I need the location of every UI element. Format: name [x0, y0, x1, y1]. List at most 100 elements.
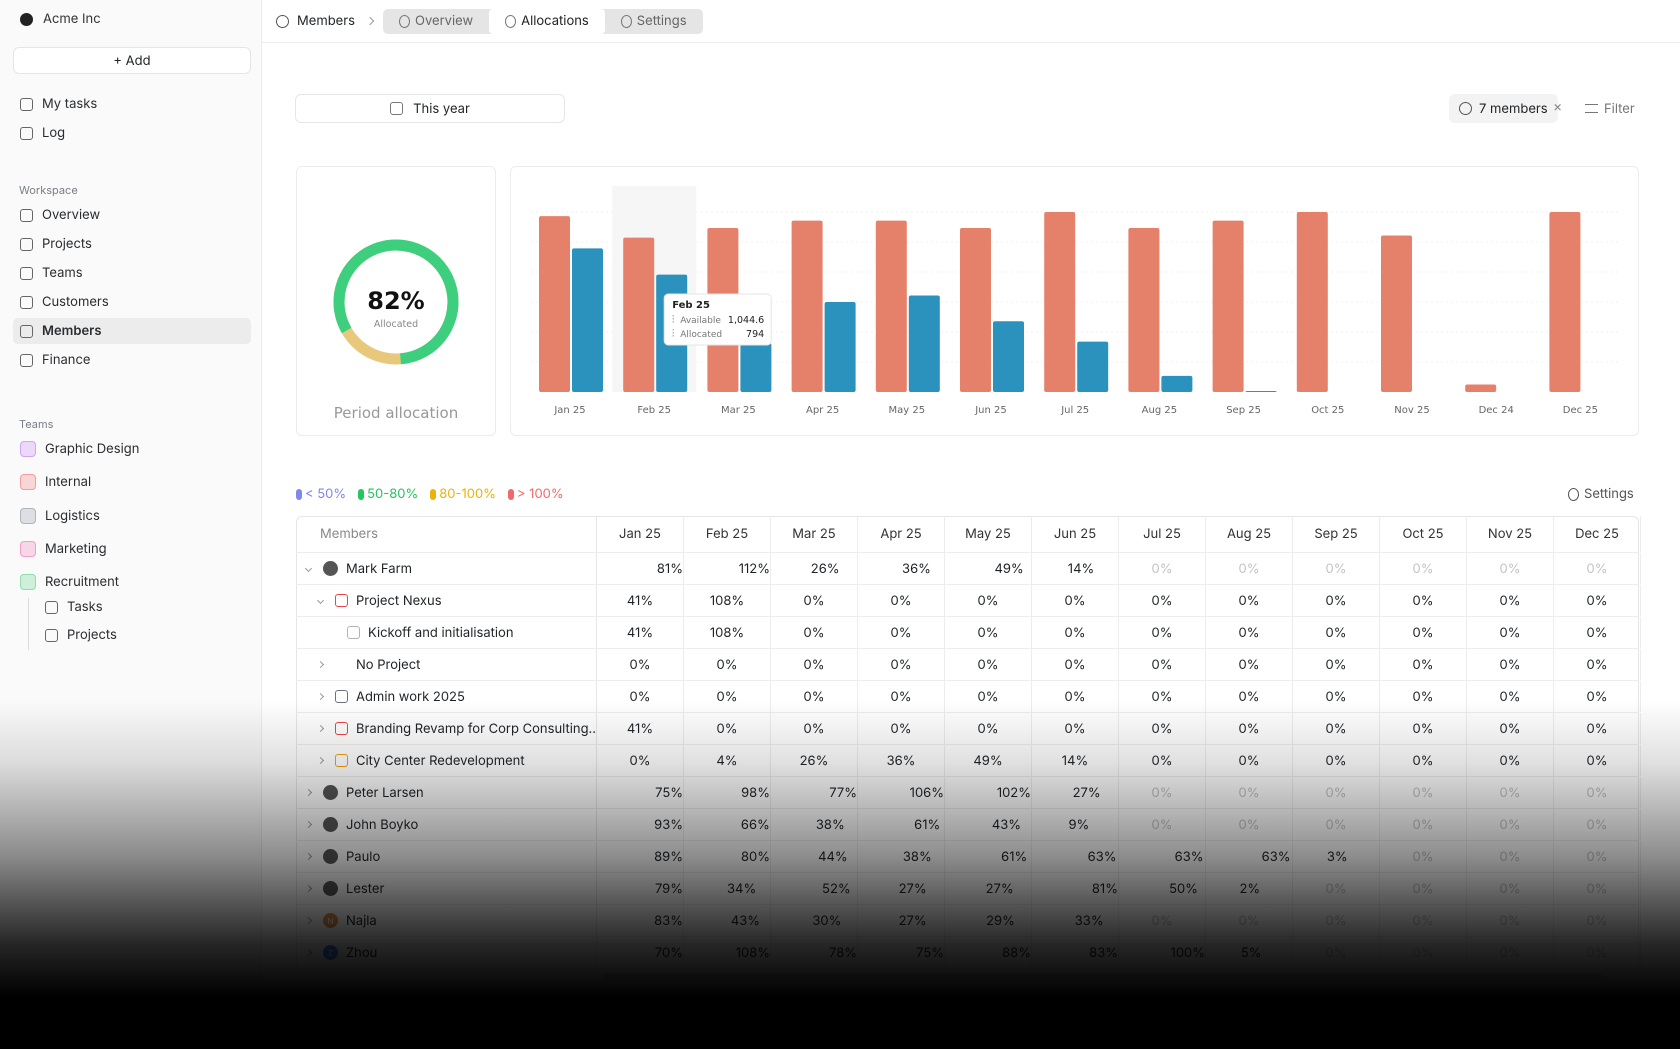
nav-item[interactable]: My tasks: [20, 91, 97, 117]
table-row[interactable]: City Center Redevelopment 0% 4% 26% 36% 49% 14…: [296, 745, 1641, 777]
x-tick-label: Sep 25: [1226, 405, 1261, 416]
cell-value: 0%: [1586, 720, 1608, 737]
cell-value: 0%: [1325, 688, 1347, 705]
cell-value: 0%: [1499, 592, 1521, 609]
team-item[interactable]: Internal: [20, 469, 91, 495]
avatar: Z: [323, 945, 338, 960]
tooltip-name: Allocated: [680, 330, 722, 340]
cell-value: 41%: [626, 624, 654, 641]
table-row[interactable]: Project Nexus 41% 108% 0% 0% 0% 0% 0% 0% 0% 0% 0% 0%: [296, 585, 1641, 617]
bar: [1128, 227, 1160, 392]
cell-value: 0%: [1064, 656, 1086, 673]
chevron: [304, 820, 313, 829]
team-item[interactable]: Marketing: [20, 536, 107, 562]
team-item[interactable]: Recruitment: [20, 569, 119, 595]
cell: 49%: [945, 553, 1032, 584]
cell-value: 0%: [1412, 720, 1434, 737]
table-row[interactable]: Admin work 2025 0% 0% 0% 0% 0% 0% 0% 0% 0% 0% 0% 0%: [296, 681, 1641, 713]
cell-value: 5%: [1240, 944, 1262, 961]
cell: 78%: [771, 937, 858, 968]
cell: 83%: [1032, 937, 1119, 968]
cell-value: 0%: [1412, 912, 1434, 929]
chevron: [316, 692, 325, 701]
nav-item[interactable]: Members: [13, 318, 251, 344]
cell: 0%: [945, 649, 1032, 680]
icon: [20, 126, 33, 140]
tab[interactable]: Settings: [605, 9, 703, 34]
filter-button[interactable]: Filter: [1585, 94, 1635, 123]
cell-value: 0%: [1151, 816, 1173, 833]
row-name: Paulo: [346, 848, 381, 865]
tab[interactable]: Overview: [383, 9, 489, 34]
cell: 0%: [1467, 809, 1554, 840]
members-chip[interactable]: 7 members: [1449, 94, 1558, 123]
cell: 52%: [771, 873, 858, 904]
row-name: Zhou: [346, 944, 378, 961]
cell-value: 27%: [898, 880, 927, 897]
settings-button[interactable]: Settings: [1568, 485, 1634, 503]
icon: [20, 295, 33, 309]
cell-value: 0%: [1151, 912, 1173, 929]
table-row[interactable]: John Boyko 93% 66% 38% 61% 43% 9% 0% 0% 0% 0% 0% 0%: [296, 809, 1641, 841]
cell: 0%: [1554, 585, 1641, 616]
cell: 0%: [1293, 937, 1380, 968]
cell: 0%: [1293, 553, 1380, 584]
cell: 0%: [1380, 809, 1467, 840]
cell: 0%: [1467, 617, 1554, 648]
table-row[interactable]: Mark Farm 81% 112% 26% 36% 49% 14% 0% 0% 0% 0% 0% 0%: [296, 553, 1641, 585]
members-label: 7 members: [1479, 100, 1548, 117]
nav-item[interactable]: Teams: [20, 260, 83, 286]
team-item[interactable]: Logistics: [20, 503, 100, 529]
bar: [1549, 212, 1581, 392]
cell-value: 0%: [1412, 880, 1434, 897]
clear-button[interactable]: ×: [1553, 98, 1563, 115]
table-row[interactable]: Paulo 89% 80% 44% 38% 61% 63% 63% 63% 3% 0% 0% 0%: [296, 841, 1641, 873]
header-cell: Jun 25: [1032, 516, 1119, 552]
x-tick-label: Jan 25: [553, 405, 585, 416]
cell: 27%: [945, 873, 1032, 904]
name-cell: Lester: [296, 873, 597, 904]
table-row[interactable]: Peter Larsen 75% 98% 77% 106% 102% 27% 0% 0% 0% 0%…: [296, 777, 1641, 809]
cell-value: 0%: [1499, 848, 1521, 865]
cell-value: 0%: [1412, 688, 1434, 705]
cell: 38%: [771, 809, 858, 840]
table-row[interactable]: Z Zhou 70% 108% 78% 75% 88% 83% 100% 5% 0% 0% 0% 0%: [296, 937, 1641, 969]
cell: 0%: [1380, 617, 1467, 648]
cell: 0%: [1554, 809, 1641, 840]
nav-item[interactable]: Overview: [20, 202, 100, 228]
sidebar: Acme Inc + Add My tasks Log Workspace Overvie…: [0, 0, 262, 1049]
add-button[interactable]: + Add: [13, 47, 251, 74]
cell: 2%: [1206, 873, 1293, 904]
cell: 0%: [1554, 841, 1641, 872]
cell: 0%: [1206, 905, 1293, 936]
cell-value: 36%: [902, 560, 931, 577]
period-picker[interactable]: This year: [295, 94, 565, 123]
sub-item[interactable]: Tasks: [45, 594, 103, 620]
nav-item[interactable]: Finance: [20, 347, 91, 373]
team-item[interactable]: Graphic Design: [20, 436, 139, 462]
cell-value: 0%: [803, 720, 825, 737]
row-name: Branding Revamp for Corp Consulting...: [356, 720, 597, 737]
cell-value: 83%: [654, 912, 683, 929]
breadcrumb: Members: [276, 13, 383, 29]
nav-item[interactable]: Customers: [20, 289, 109, 315]
cell: 9%: [1032, 809, 1119, 840]
sub-item[interactable]: Projects: [45, 622, 117, 648]
cell: 0%: [1119, 745, 1206, 776]
cell: 0%: [684, 649, 771, 680]
tab[interactable]: Allocations: [489, 8, 605, 34]
table-row[interactable]: No Project 0% 0% 0% 0% 0% 0% 0% 0% 0% 0% 0% 0%: [296, 649, 1641, 681]
table-row[interactable]: Kickoff and initialisation 41% 108% 0% 0% 0% 0…: [296, 617, 1641, 649]
nav-item[interactable]: Log: [20, 120, 65, 146]
cell: 0%: [1119, 553, 1206, 584]
table-row[interactable]: N Najla 83% 43% 30% 27% 29% 33% 0% 0% 0% 0% 0% 0%: [296, 905, 1641, 937]
table-row[interactable]: Lester 79% 34% 52% 27% 27% 81% 50% 2% 0% 0% 0% 0%: [296, 873, 1641, 905]
cell-value: 0%: [716, 688, 738, 705]
x-tick-label: Mar 25: [721, 405, 756, 416]
cell-value: 0%: [1586, 560, 1608, 577]
nav-item[interactable]: Projects: [20, 231, 92, 257]
cell: 34%: [684, 873, 771, 904]
table-row[interactable]: Branding Revamp for Corp Consulting... 41…: [296, 713, 1641, 745]
cell: 0%: [771, 617, 858, 648]
cell-value: 0%: [890, 624, 912, 641]
